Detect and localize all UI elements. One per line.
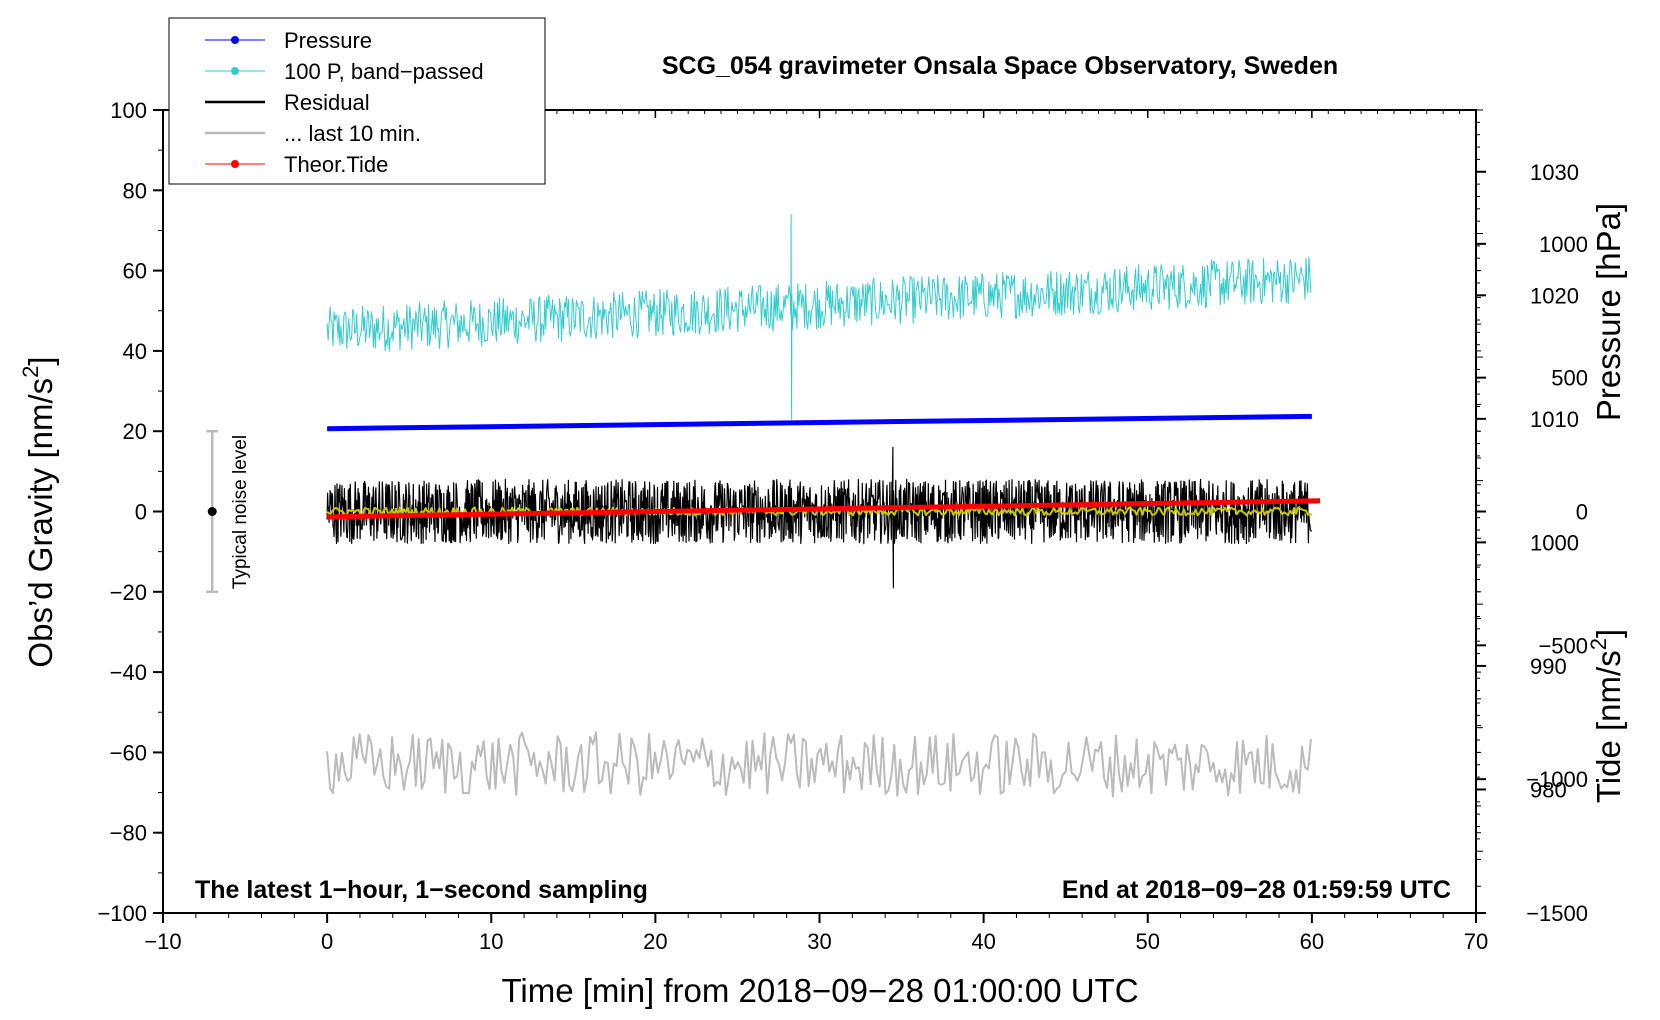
legend-label: 100 P, band−passed bbox=[284, 59, 484, 84]
y-tick-label: −100 bbox=[97, 901, 147, 926]
chart-title: SCG_054 gravimeter Onsala Space Observat… bbox=[662, 52, 1338, 80]
y-tick-label: 40 bbox=[123, 339, 147, 364]
legend-item: Pressure bbox=[205, 28, 372, 53]
x-tick-label: 20 bbox=[643, 929, 667, 954]
legend-item: ... last 10 min. bbox=[205, 121, 421, 146]
y-tick-label: 60 bbox=[123, 259, 147, 284]
tide-line bbox=[327, 498, 1321, 520]
pressure-tick-label: 1030 bbox=[1530, 160, 1579, 185]
tide-tick-label: −1000 bbox=[1526, 767, 1588, 792]
y-tick-label: −80 bbox=[110, 821, 147, 846]
left-note: The latest 1−hour, 1−second sampling bbox=[195, 876, 648, 904]
x-tick-label: 60 bbox=[1300, 929, 1324, 954]
x-tick-label: 0 bbox=[321, 929, 333, 954]
legend-item: Residual bbox=[205, 90, 370, 115]
y-axis-tide: −1500 −1000 −500 0 500 1000 bbox=[1476, 232, 1588, 926]
pressure-tick-label: 1000 bbox=[1530, 530, 1579, 555]
tide-tick-label: −500 bbox=[1538, 633, 1588, 658]
series-path bbox=[326, 731, 1312, 798]
x-axis-title: Time [min] from 2018−09−28 01:00:00 UTC bbox=[501, 972, 1138, 1009]
series--last-10-min- bbox=[326, 731, 1312, 798]
y-tick-label: −40 bbox=[110, 660, 147, 685]
x-tick-label: 70 bbox=[1464, 929, 1488, 954]
y-axis-title-gravity: Obs’d Gravity [nm/s2] bbox=[18, 356, 59, 667]
x-tick-label: 10 bbox=[479, 929, 503, 954]
legend-marker bbox=[231, 36, 239, 44]
y-tick-label: −20 bbox=[110, 580, 147, 605]
legend-label: ... last 10 min. bbox=[284, 121, 421, 146]
pressure-tick-label: 980 bbox=[1530, 777, 1567, 802]
x-tick-label: −10 bbox=[144, 929, 181, 954]
y-axis-title-tide: Tide [nm/s2] bbox=[1586, 629, 1627, 803]
y-axis-gravity: −100 −80 −60 −40 −20 0 20 40 60 80 100 bbox=[97, 98, 163, 926]
legend-item: 100 P, band−passed bbox=[205, 59, 484, 84]
pressure-line bbox=[327, 413, 1312, 432]
series-theor-tide bbox=[327, 498, 1321, 520]
legend-item: Theor.Tide bbox=[205, 152, 388, 177]
y-axis-title-pressure: Pressure [hPa] bbox=[1590, 203, 1627, 421]
series-layer bbox=[326, 213, 1321, 798]
pressure-tick-label: 990 bbox=[1530, 654, 1567, 679]
series-path bbox=[326, 446, 1312, 589]
y-tick-label: 100 bbox=[110, 98, 147, 123]
pressure-tick-label: 1010 bbox=[1530, 407, 1579, 432]
y-axis-pressure: 980 990 1000 1010 1020 1030 bbox=[1476, 109, 1579, 852]
legend-marker bbox=[231, 67, 239, 75]
series-100-p-band-passed bbox=[326, 213, 1312, 420]
y-tick-label: 20 bbox=[123, 419, 147, 444]
x-tick-label: 50 bbox=[1136, 929, 1160, 954]
x-tick-label: 30 bbox=[807, 929, 831, 954]
legend-marker bbox=[231, 160, 239, 168]
tide-tick-label: −1500 bbox=[1526, 901, 1588, 926]
tide-tick-label: 500 bbox=[1551, 366, 1588, 391]
series-pressure bbox=[327, 413, 1312, 432]
y-tick-label: 0 bbox=[135, 500, 147, 525]
noise-bar bbox=[206, 429, 219, 594]
legend-label: Theor.Tide bbox=[284, 152, 388, 177]
right-note: End at 2018−09−28 01:59:59 UTC bbox=[1062, 876, 1451, 904]
legend-label: Pressure bbox=[284, 28, 372, 53]
pressure-tick-label: 1020 bbox=[1530, 283, 1579, 308]
y-tick-label: 80 bbox=[123, 178, 147, 203]
y-tick-label: −60 bbox=[110, 740, 147, 765]
tide-tick-label: 0 bbox=[1576, 500, 1588, 525]
legend: Pressure 100 P, band−passed Residual ... la… bbox=[205, 28, 484, 177]
x-axis: −10 0 10 20 30 40 50 60 70 bbox=[144, 110, 1488, 954]
x-tick-label: 40 bbox=[971, 929, 995, 954]
noise-label: Typical noise level bbox=[230, 435, 251, 589]
noise-bar-center bbox=[207, 507, 217, 516]
tide-tick-label: 1000 bbox=[1539, 232, 1588, 257]
legend-label: Residual bbox=[284, 90, 370, 115]
series-path bbox=[326, 213, 1312, 420]
series-residual bbox=[326, 446, 1312, 589]
